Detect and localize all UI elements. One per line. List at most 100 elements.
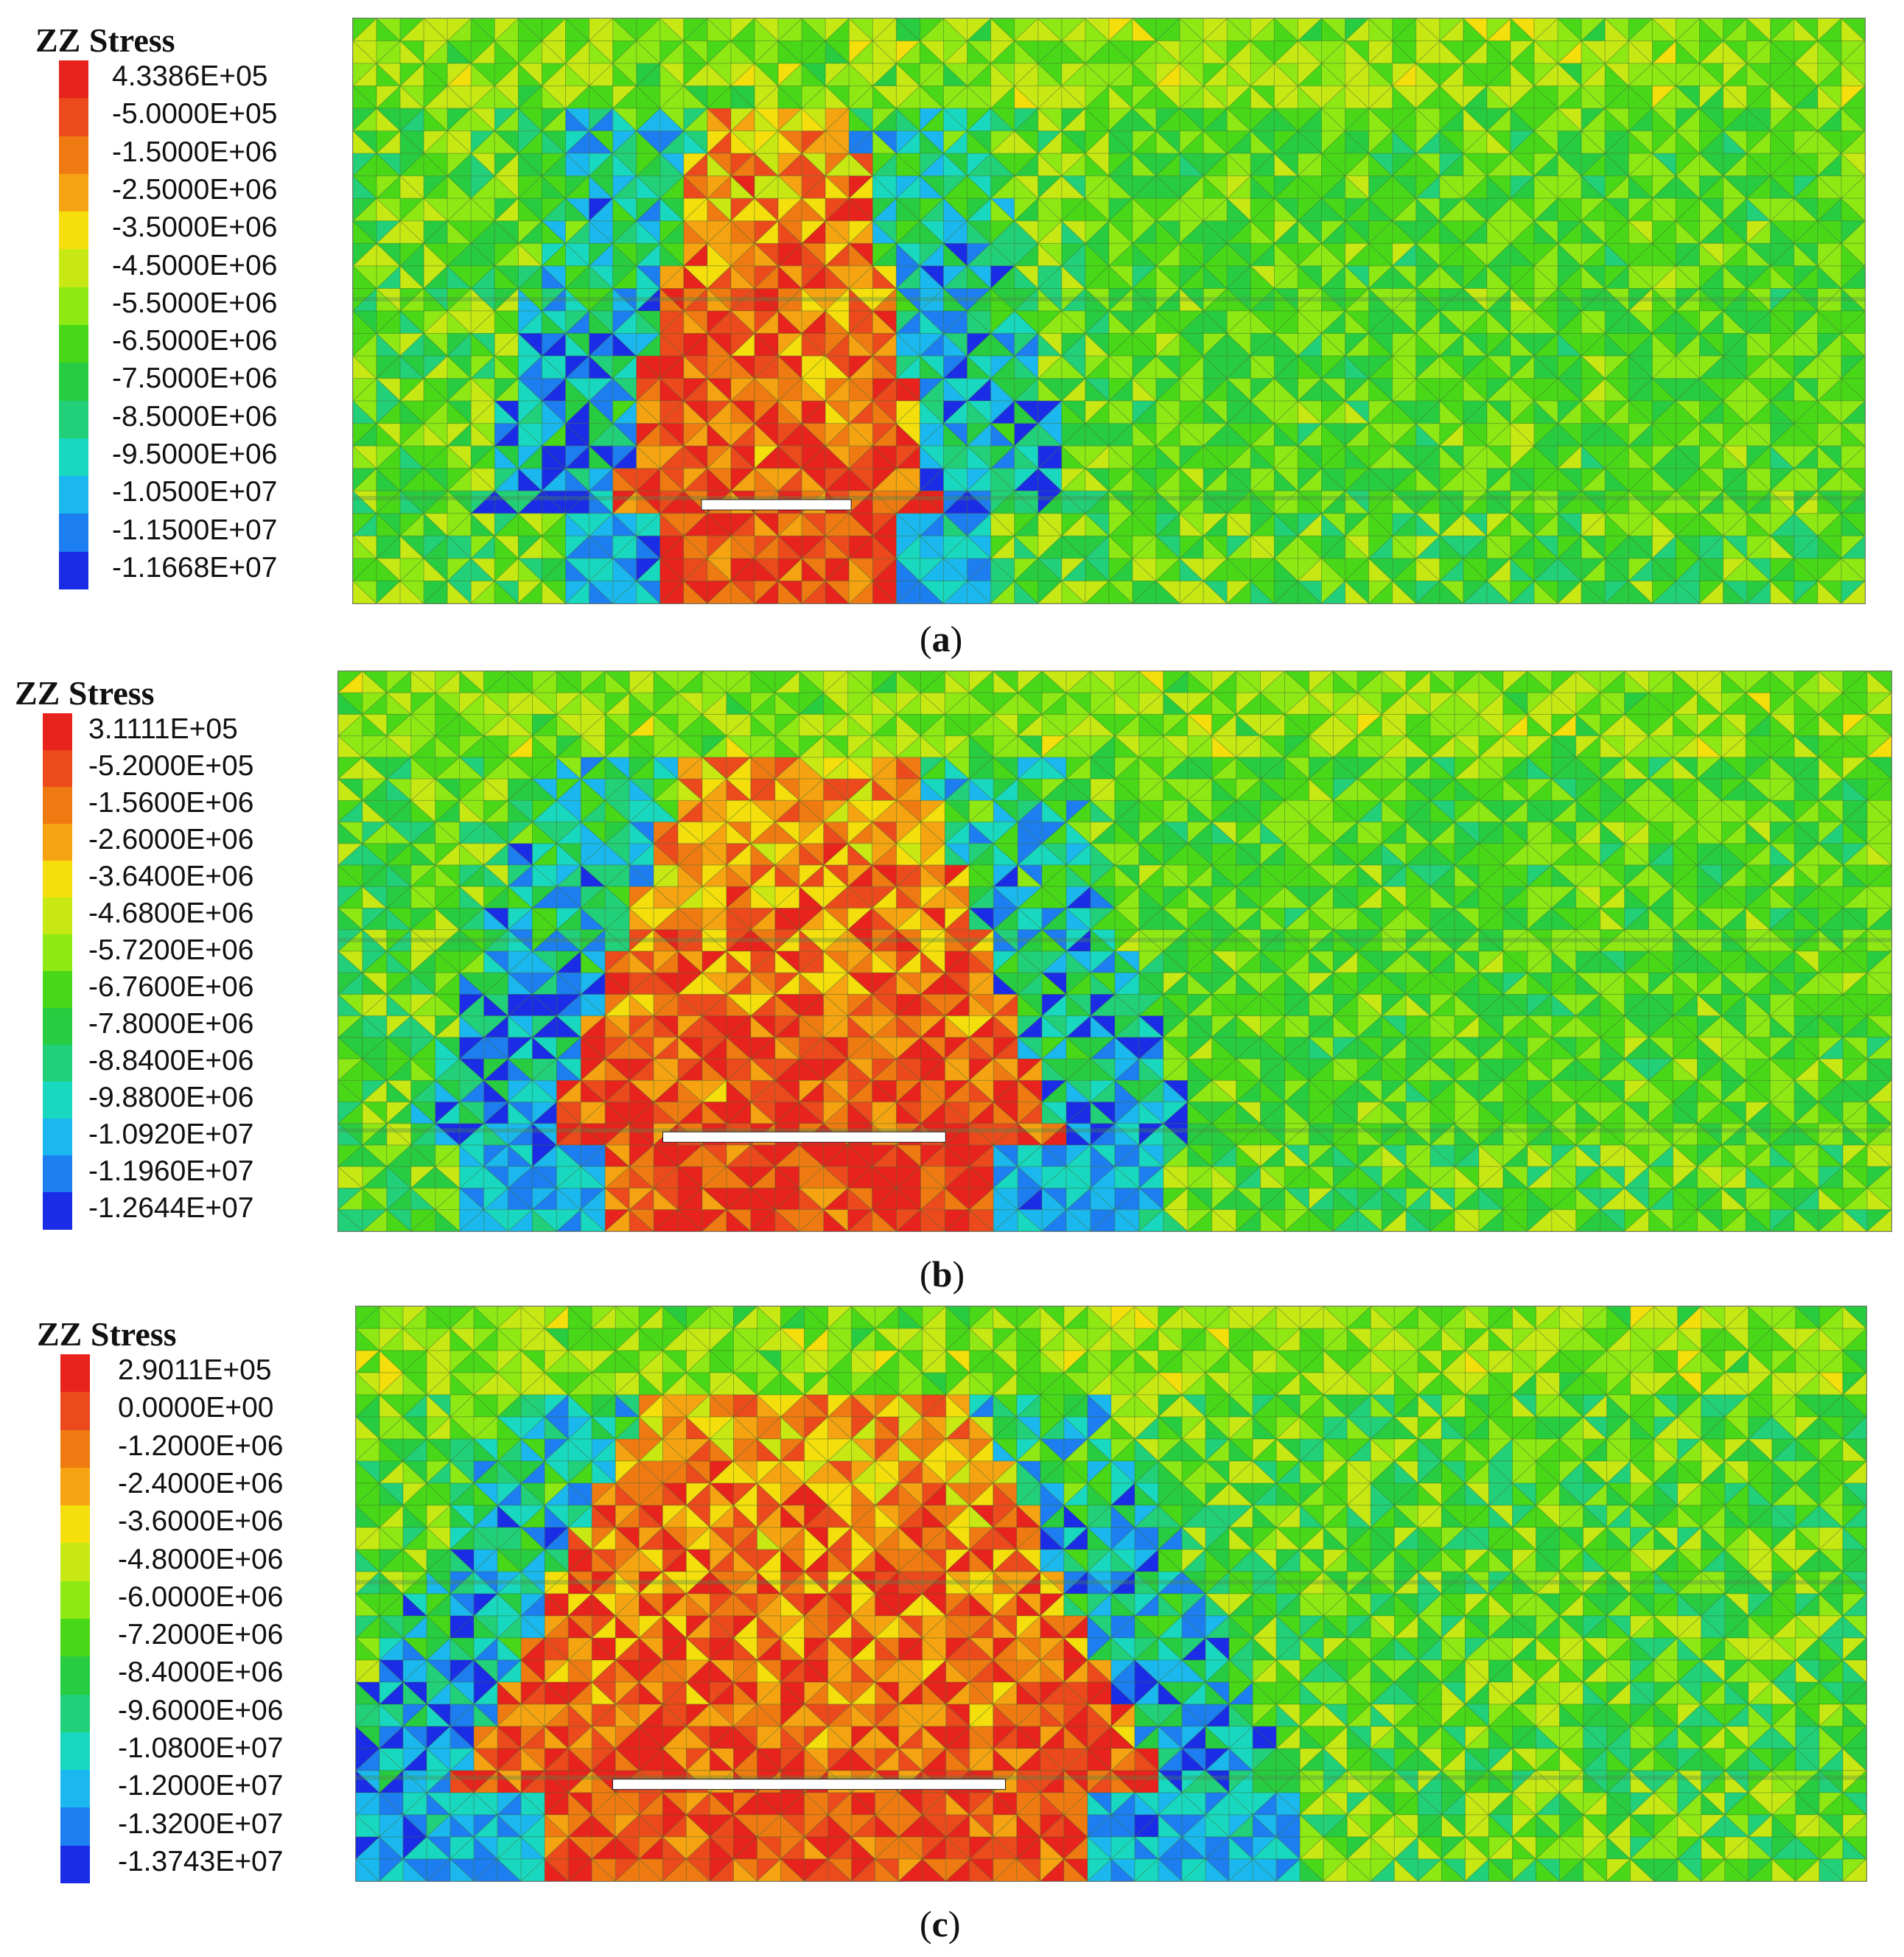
color-swatch (43, 750, 72, 788)
layer-seam (356, 1580, 1866, 1585)
color-swatch (43, 1118, 72, 1156)
legend-label: -1.1960E+07 (88, 1155, 254, 1187)
color-swatch (43, 1008, 72, 1046)
legend-label: -5.2000E+05 (88, 750, 254, 782)
color-swatch (59, 287, 88, 326)
legend-label: -1.2000E+06 (118, 1429, 284, 1462)
legend-label: -8.4000E+06 (118, 1656, 284, 1689)
legend-title: ZZ Stress (37, 1315, 177, 1353)
legend-label: -6.5000E+06 (112, 325, 278, 357)
layer-seam (353, 297, 1865, 302)
legend-label: -1.5000E+06 (112, 136, 278, 168)
color-swatch (59, 438, 88, 477)
color-swatch (59, 476, 88, 514)
color-swatch (60, 1505, 90, 1544)
legend-label: -3.6400E+06 (88, 861, 254, 892)
legend-label: -8.8400E+06 (88, 1045, 254, 1076)
color-swatch (60, 1845, 90, 1884)
caption: (c) (920, 1903, 961, 1944)
legend-label: 3.1111E+05 (88, 713, 238, 745)
legend-label: -1.0920E+07 (88, 1118, 254, 1150)
legend-label: -1.2644E+07 (88, 1192, 254, 1224)
legend-title: ZZ Stress (15, 674, 155, 712)
layer-seam (338, 1128, 1891, 1133)
legend-label: -3.6000E+06 (118, 1505, 284, 1538)
color-swatch (60, 1656, 90, 1695)
legend-label: -7.2000E+06 (118, 1619, 284, 1651)
legend-label: 0.0000E+00 (118, 1392, 274, 1424)
legend-label: -5.7200E+06 (88, 934, 254, 966)
color-swatch (60, 1770, 90, 1808)
color-swatch (43, 1045, 72, 1082)
color-swatch (43, 897, 72, 935)
legend-label: -7.8000E+06 (88, 1008, 254, 1040)
color-swatch (59, 98, 88, 137)
legend-label: -1.2000E+07 (118, 1770, 284, 1802)
legend-label: -6.0000E+06 (118, 1580, 284, 1613)
legend-label: -1.1668E+07 (112, 551, 278, 584)
stress-contour-plot (355, 1306, 1867, 1882)
mined-out-slot (701, 499, 852, 511)
legend-label: 2.9011E+05 (118, 1354, 272, 1386)
color-swatch (59, 211, 88, 250)
color-swatch (59, 363, 88, 402)
legend-label: 4.3386E+05 (112, 60, 268, 92)
color-swatch (43, 824, 72, 861)
legend-label: -2.6000E+06 (88, 824, 254, 855)
layer-seam (353, 496, 1865, 501)
color-swatch (59, 325, 88, 363)
legend-label: -1.1500E+07 (112, 514, 278, 546)
color-swatch (60, 1694, 90, 1733)
color-swatch (43, 971, 72, 1009)
legend-label: -8.5000E+06 (112, 400, 278, 433)
legend-label: -4.8000E+06 (118, 1543, 284, 1575)
layer-seam (356, 1775, 1866, 1780)
color-swatch (43, 861, 72, 898)
mined-out-slot (612, 1779, 1006, 1790)
legend-label: -5.0000E+05 (112, 98, 278, 130)
color-swatch (59, 249, 88, 288)
color-swatch (60, 1543, 90, 1582)
legend-label: -2.5000E+06 (112, 173, 278, 206)
color-swatch (43, 934, 72, 972)
caption: (a) (920, 618, 963, 659)
legend-label: -5.5000E+06 (112, 287, 278, 319)
color-swatch (60, 1429, 90, 1468)
color-scale-bar (43, 713, 72, 1230)
legend-label: -4.6800E+06 (88, 897, 254, 929)
legend-label: -4.5000E+06 (112, 249, 278, 281)
color-swatch (59, 173, 88, 212)
color-swatch (43, 713, 72, 751)
legend-label: -1.3743E+07 (118, 1845, 284, 1877)
legend-label: -9.8800E+06 (88, 1082, 254, 1113)
color-swatch (59, 514, 88, 553)
mined-out-slot (662, 1131, 946, 1143)
color-scale-bar (60, 1354, 90, 1884)
color-swatch (60, 1807, 90, 1846)
stress-contour-mesh (356, 1306, 1866, 1881)
color-swatch (59, 400, 88, 439)
color-scale-bar (59, 60, 88, 590)
legend-label: -9.6000E+06 (118, 1694, 284, 1726)
caption: (b) (920, 1253, 965, 1295)
stress-contour-plot (337, 671, 1892, 1232)
color-swatch (59, 551, 88, 590)
color-swatch (60, 1732, 90, 1771)
color-swatch (59, 60, 88, 99)
legend-label: -7.5000E+06 (112, 363, 278, 395)
legend-title: ZZ Stress (35, 21, 175, 59)
color-swatch (60, 1354, 90, 1393)
legend-label: -9.5000E+06 (112, 438, 278, 470)
layer-seam (338, 937, 1891, 942)
color-swatch (43, 1082, 72, 1119)
color-swatch (43, 1155, 72, 1193)
legend-label: -1.0500E+07 (112, 476, 278, 508)
stress-contour-mesh (338, 671, 1891, 1231)
color-swatch (60, 1580, 90, 1620)
color-swatch (59, 136, 88, 175)
color-swatch (60, 1619, 90, 1657)
legend-label: -6.7600E+06 (88, 971, 254, 1003)
legend-label: -1.5600E+06 (88, 787, 254, 819)
color-swatch (43, 787, 72, 825)
color-swatch (60, 1467, 90, 1506)
